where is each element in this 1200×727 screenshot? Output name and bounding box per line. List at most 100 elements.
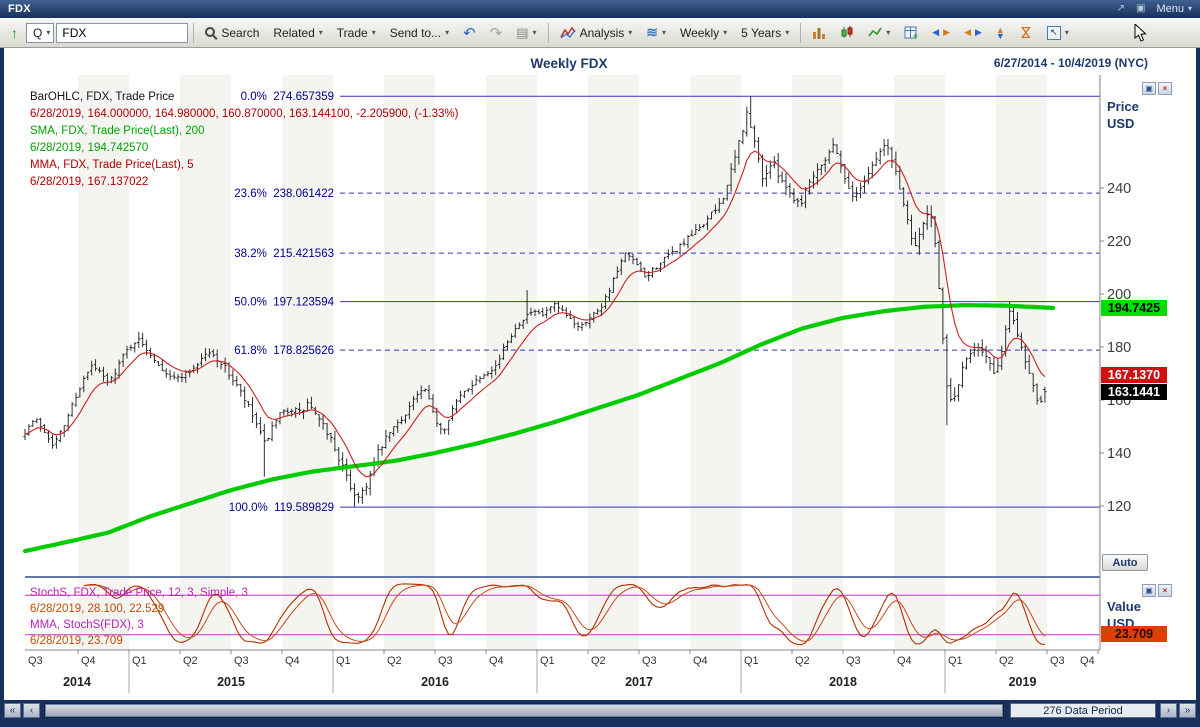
chevron-down-icon: ▾ [46,27,51,37]
svg-text:2016: 2016 [421,675,449,689]
svg-text:2017: 2017 [625,675,653,689]
data-table-button[interactable]: + [898,22,924,44]
panel-close-button[interactable]: × [1158,584,1172,597]
time-axis: Q3 Q4 Q1 Q2 Q3 Q4 Q1 Q2 Q3 Q4 Q1 Q2 Q3 Q4 Q1 Q2 Q3 Q4 Q1 Q2… [28,650,1099,693]
scroll-far-right-button[interactable]: » [1179,703,1196,718]
right-arrow-icon: ▶ [943,27,951,37]
chevron-down-icon: ▾ [886,27,891,37]
svg-text:Q1: Q1 [540,655,555,667]
time-filter-button[interactable]: ⋈ [1013,22,1039,44]
main-legend: BarOHLC, FDX, Trade Price 6/28/2019, 164… [30,89,458,191]
svg-text:Q4: Q4 [81,655,96,667]
svg-text:100.0% 119.589829: 100.0% 119.589829 [229,502,334,514]
sma-200-line [22,303,1056,554]
svg-text:Q3: Q3 [846,655,861,667]
chevron-down-icon: ▾ [532,27,537,37]
svg-text:Q2: Q2 [795,655,810,667]
legend-stochs-values: 6/28/2019, 28.100, 22.529 [30,603,165,615]
fibonacci-levels: 0.0% 274.657359 23.6% 238.061422 38.2% 215… [229,91,1100,514]
quote-type-dropdown[interactable]: Q ▾ [26,22,55,43]
up-arrow-button[interactable]: ↑ [5,22,24,44]
price-axis-label: Price [1107,99,1139,114]
mouse-cursor [1134,24,1147,42]
value-axis-label: Value [1107,599,1141,614]
toolbar: ↑ Q ▾ Search Related▾ Trade▾ Send to...▾… [0,18,1200,48]
last-price-flag: 163.1441 [1101,384,1167,400]
svg-text:+: + [913,32,918,40]
svg-text:23.6% 238.061422: 23.6% 238.061422 [234,188,334,200]
candlestick-button[interactable] [834,22,860,44]
panel-restore-button[interactable]: ▣ [1142,584,1156,597]
menu-button[interactable]: Menu ▾ [1156,3,1192,15]
shift-arrows-button[interactable]: ◀ ▶ [958,22,988,44]
mma-5-line [24,150,1046,478]
chart-area: Weekly FDX 6/27/2014 - 10/4/2019 (NYC) 0… [4,48,1196,700]
scroll-right-button[interactable]: › [1160,703,1177,718]
line-chart-dropdown[interactable]: ▾ [862,22,896,44]
send-to-dropdown[interactable]: Send to... ▾ [384,22,455,44]
stochastic-mma-line [83,584,1046,643]
price-chart[interactable]: 0.0% 274.657359 23.6% 238.061422 38.2% 215… [4,48,1196,700]
scrollbar-thumb[interactable] [45,704,1003,717]
hourglass-icon: ⋈ [1018,25,1035,40]
svg-text:Q2: Q2 [999,655,1014,667]
auto-scale-button[interactable]: Auto [1102,554,1148,571]
svg-text:50.0% 197.123594: 50.0% 197.123594 [234,297,334,309]
svg-text:2018: 2018 [829,675,857,689]
analysis-icon [559,26,576,39]
range-dropdown[interactable]: 5 Years ▾ [735,22,795,44]
scroll-left-button[interactable]: ‹ [23,703,40,718]
chevron-down-icon: ▾ [1187,4,1192,13]
line-chart-icon [868,27,882,37]
panel-close-button[interactable]: × [1158,82,1172,95]
popout-icon[interactable]: ↗ [1116,3,1125,14]
quote-type-label: Q [33,25,43,40]
svg-text:Q1: Q1 [948,655,963,667]
waves-dropdown[interactable]: ≋ ▾ [640,22,672,44]
panel-restore-button[interactable]: ▣ [1142,82,1156,95]
svg-text:61.8% 178.825626: 61.8% 178.825626 [234,345,334,357]
scrollbar-track[interactable] [44,703,1004,718]
svg-text:2015: 2015 [217,675,245,689]
related-dropdown[interactable]: Related ▾ [267,22,328,44]
svg-text:0.0% 274.657359: 0.0% 274.657359 [241,91,334,103]
menu-label: Menu [1156,3,1184,15]
svg-text:120: 120 [1107,499,1131,515]
image-icon: ▤ [516,24,529,40]
chart-title: Weekly FDX [530,56,608,71]
cursor-tool-dropdown[interactable]: ↖ ▾ [1041,22,1075,44]
search-button[interactable]: Search [199,22,265,44]
trade-dropdown[interactable]: Trade ▾ [331,22,382,44]
quarter-bands [78,75,1100,650]
symbol-input[interactable] [56,22,189,43]
svg-text:Q3: Q3 [1050,655,1065,667]
scroll-far-left-button[interactable]: « [4,703,21,718]
data-period-box[interactable]: 276 Data Period [1010,703,1156,718]
undo-button[interactable]: ↶ [457,22,482,44]
svg-text:Q1: Q1 [336,655,351,667]
chevron-down-icon: ▾ [1064,27,1069,37]
svg-text:Q4: Q4 [1080,655,1095,667]
toolbar-separator [193,22,195,43]
redo-button[interactable]: ↷ [484,22,509,44]
svg-text:Q4: Q4 [489,655,504,667]
compare-arrows-button[interactable]: ◀ ▶ [926,22,956,44]
redo-icon: ↷ [489,24,503,42]
analysis-dropdown[interactable]: Analysis ▾ [554,22,639,44]
sort-arrows-button[interactable]: ▲ ▼ [990,22,1011,44]
svg-text:Q3: Q3 [234,655,249,667]
export-image-dropdown[interactable]: ▤ ▾ [510,22,542,44]
price-axis-title: Price USD [1107,98,1139,132]
toolbar-separator [800,22,802,43]
svg-text:Q4: Q4 [897,655,912,667]
panel-icon[interactable]: ▣ [1136,3,1146,14]
svg-text:Q3: Q3 [642,655,657,667]
bar-chart-button[interactable] [806,22,832,44]
svg-text:Q1: Q1 [132,655,147,667]
cursor-tool-icon: ↖ [1046,25,1061,40]
interval-dropdown[interactable]: Weekly ▾ [674,22,733,44]
legend-sma-value: 6/28/2019, 194.742570 [30,142,149,154]
svg-text:Q4: Q4 [693,655,708,667]
ohlc-bars [23,96,1047,508]
